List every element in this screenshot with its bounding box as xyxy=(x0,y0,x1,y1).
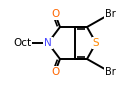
Text: O: O xyxy=(51,9,59,19)
Text: N: N xyxy=(44,38,52,48)
Text: Br: Br xyxy=(105,9,115,19)
Text: Oct: Oct xyxy=(13,38,31,48)
Text: Br: Br xyxy=(105,67,115,77)
Text: S: S xyxy=(93,38,99,48)
Text: O: O xyxy=(51,67,59,77)
